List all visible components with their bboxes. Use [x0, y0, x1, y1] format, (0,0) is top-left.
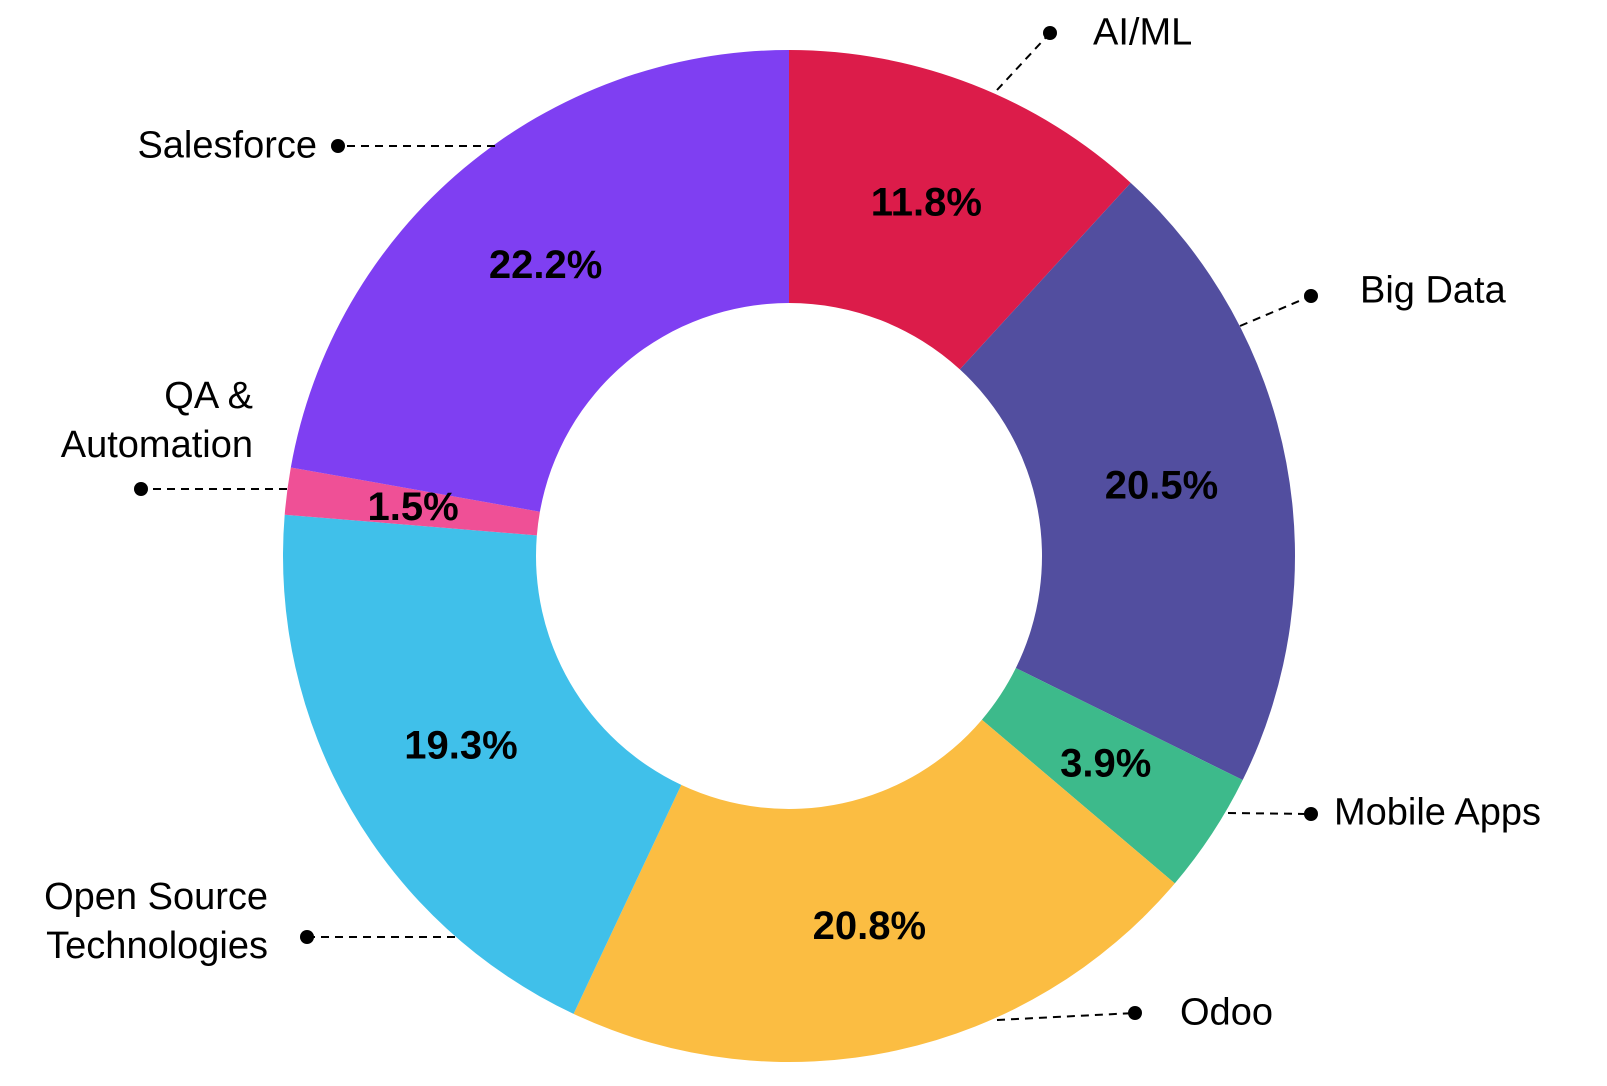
leader-dot	[331, 139, 345, 153]
leader-line	[996, 1012, 1136, 1021]
leader-dot	[1304, 807, 1318, 821]
leader-dot	[1304, 289, 1318, 303]
value-label: 22.2%	[489, 243, 602, 287]
value-label: 11.8%	[871, 180, 982, 224]
category-label: AI/ML	[1093, 11, 1193, 54]
value-label: 20.5%	[1105, 464, 1218, 508]
category-label: QA & Automation	[60, 375, 253, 466]
donut-slice	[573, 719, 1175, 1062]
donut-slice	[959, 182, 1295, 781]
donut-slice	[284, 467, 540, 536]
category-label: Odoo	[1180, 991, 1273, 1034]
value-label: 19.3%	[404, 723, 517, 767]
leader-line	[1239, 295, 1312, 327]
leader-line	[1227, 812, 1312, 815]
donut-slice	[789, 50, 1131, 370]
value-label: 1.5%	[368, 485, 459, 529]
category-label: Salesforce	[137, 124, 317, 167]
category-label: Open Source Technologies	[44, 876, 268, 967]
category-label: Mobile Apps	[1334, 791, 1542, 834]
donut-slice	[290, 50, 789, 512]
leader-dot	[300, 930, 314, 944]
leader-dot	[1128, 1006, 1142, 1020]
value-label: 20.8%	[813, 904, 926, 948]
leader-dot	[1043, 26, 1057, 40]
leader-line	[996, 32, 1051, 91]
donut-slice	[283, 514, 682, 1014]
leader-dot	[134, 482, 148, 496]
category-label: Big Data	[1360, 269, 1506, 312]
value-label: 3.9%	[1060, 742, 1151, 786]
donut-slice	[981, 668, 1243, 884]
